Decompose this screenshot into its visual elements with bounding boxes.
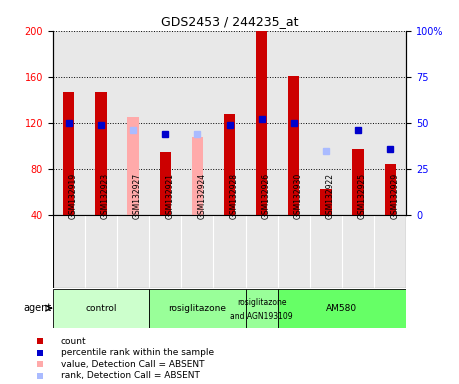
Text: GSM132927: GSM132927 xyxy=(133,172,142,219)
Bar xyxy=(246,289,278,328)
Title: GDS2453 / 244235_at: GDS2453 / 244235_at xyxy=(161,15,298,28)
Text: value, Detection Call = ABSENT: value, Detection Call = ABSENT xyxy=(61,360,204,369)
Bar xyxy=(278,289,406,328)
Text: GSM132922: GSM132922 xyxy=(326,173,335,219)
Text: GSM132929: GSM132929 xyxy=(390,172,399,219)
Bar xyxy=(53,289,149,328)
Text: GSM132919: GSM132919 xyxy=(69,172,78,219)
Text: GSM132923: GSM132923 xyxy=(101,172,110,219)
Bar xyxy=(195,137,200,215)
Bar xyxy=(288,76,299,215)
Text: GSM132928: GSM132928 xyxy=(230,173,239,219)
Bar xyxy=(160,152,171,215)
Text: count: count xyxy=(61,337,87,346)
Bar xyxy=(128,117,139,215)
Bar xyxy=(353,149,364,215)
Bar xyxy=(63,92,74,215)
Bar xyxy=(224,114,235,215)
Text: rosiglitazone: rosiglitazone xyxy=(237,298,286,306)
Text: agent: agent xyxy=(23,303,51,313)
Text: AM580: AM580 xyxy=(326,304,358,313)
Text: GSM132921: GSM132921 xyxy=(165,173,174,219)
Text: GSM132924: GSM132924 xyxy=(197,172,207,219)
Text: percentile rank within the sample: percentile rank within the sample xyxy=(61,348,214,358)
Text: control: control xyxy=(85,304,117,313)
Bar xyxy=(256,31,267,215)
Text: GSM132930: GSM132930 xyxy=(294,172,303,219)
Bar xyxy=(385,164,396,215)
Bar xyxy=(320,189,331,215)
Text: GSM132926: GSM132926 xyxy=(262,172,271,219)
Bar xyxy=(192,137,203,215)
Text: rank, Detection Call = ABSENT: rank, Detection Call = ABSENT xyxy=(61,371,200,380)
Text: GSM132925: GSM132925 xyxy=(358,172,367,219)
Text: rosiglitazone: rosiglitazone xyxy=(168,304,226,313)
Text: and AGN193109: and AGN193109 xyxy=(230,312,293,321)
Bar xyxy=(95,92,106,215)
Bar xyxy=(130,131,136,215)
Bar xyxy=(149,289,246,328)
